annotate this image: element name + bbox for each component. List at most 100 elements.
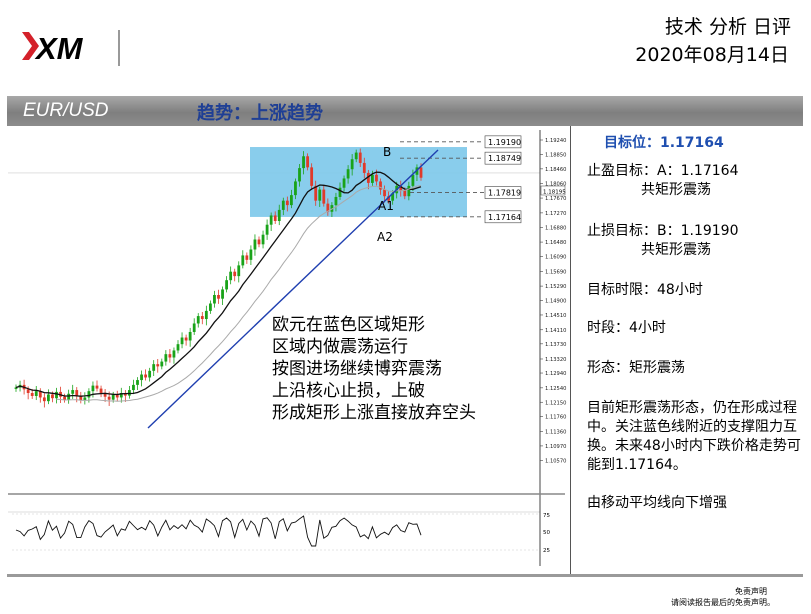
candle (403, 190, 407, 197)
candle (75, 390, 79, 396)
annotation-a2: A2 (377, 230, 393, 244)
y-tick-label: 1.12150 (545, 400, 566, 406)
candle (184, 337, 188, 341)
candle (123, 393, 127, 396)
current-price-label: 1.18195 (543, 190, 566, 196)
level-label-box (484, 135, 522, 149)
candle (34, 391, 38, 396)
candle (107, 396, 111, 400)
candle (144, 374, 147, 378)
rsi-tick-75: 75 (543, 513, 550, 519)
candle (366, 172, 370, 183)
y-tick-label: 1.11760 (545, 415, 566, 421)
candle (346, 169, 350, 179)
candle (26, 389, 30, 394)
candle (95, 385, 99, 389)
rsi-tick-25: 25 (543, 548, 550, 554)
pattern: 形态：矩形震荡 (587, 360, 685, 376)
moving-average-line (15, 171, 422, 397)
target-level-text: 目标位：1.17164 (604, 135, 724, 151)
candle (217, 294, 220, 299)
instrument-pair: EUR/USD (23, 100, 109, 121)
ma-note: 由移动平均线向下增强 (587, 495, 727, 511)
stop-loss: 止损目标：B：1.19190 共矩形震荡 (587, 222, 807, 260)
candle (411, 174, 415, 186)
annotation-b: B (383, 145, 391, 159)
y-tick-label: 1.13730 (545, 342, 566, 348)
disclaimer-title: 免责声明 (735, 587, 767, 596)
take-profit-line: 止盈目标：A：1.17164 (587, 163, 739, 179)
candle (257, 239, 261, 245)
candle (192, 323, 196, 332)
candle (306, 156, 309, 168)
candle (294, 181, 297, 196)
candle (87, 391, 91, 398)
candle (237, 265, 241, 277)
candle (136, 380, 139, 385)
moving-average-line-slow (56, 185, 422, 402)
candle (204, 310, 208, 320)
chart-commentary: 欧元在蓝色区域矩形 区域内做震荡运行 按图进场继续博弈震荡 上沿核心止损，上破 … (272, 314, 476, 424)
candle (362, 162, 366, 173)
level-label: 1.17164 (488, 213, 521, 222)
candle (209, 303, 212, 311)
level-label-box (484, 186, 522, 199)
level-label-box (484, 151, 522, 165)
footer-rule (7, 574, 803, 577)
chart-note-line: 区域内做震荡运行 (272, 337, 408, 357)
candle (379, 181, 382, 190)
candle (322, 189, 326, 204)
y-tick-label: 1.12540 (545, 386, 566, 392)
y-tick-label: 1.13320 (545, 357, 566, 363)
annotation-a1: A1 (378, 199, 394, 213)
candle (71, 390, 75, 394)
candle (326, 203, 330, 212)
y-tick-label: 1.18850 (545, 152, 566, 158)
chart-note-line: 按图进场继续博弈震荡 (272, 359, 442, 379)
candle (188, 331, 192, 341)
y-tick-label: 1.17270 (545, 211, 566, 217)
candle (285, 200, 289, 206)
candle (241, 255, 245, 266)
candle (407, 185, 411, 197)
candle (148, 370, 152, 378)
candle (221, 289, 224, 299)
level-label: 1.17819 (488, 189, 521, 198)
candle (83, 397, 87, 401)
candle (115, 394, 119, 398)
y-tick-label: 1.15690 (545, 269, 566, 275)
rsi-tick-50: 50 (543, 530, 550, 536)
candle (330, 205, 334, 212)
candle (265, 224, 269, 235)
candle (277, 209, 281, 222)
level-label: 1.18749 (488, 154, 521, 163)
take-profit-pattern: 共矩形震荡 (641, 182, 711, 198)
candle (196, 316, 200, 324)
chart-note-line: 欧元在蓝色区域矩形 (272, 315, 425, 335)
candle (391, 193, 395, 201)
report-title: 技术 分析 日评 (664, 16, 791, 38)
y-tick-label: 1.19240 (545, 138, 566, 144)
candle (375, 174, 378, 182)
brand-text: XM (34, 31, 84, 66)
candle (164, 354, 168, 362)
candle (249, 249, 253, 260)
candle (213, 294, 216, 304)
candle (140, 374, 143, 381)
candle (172, 350, 176, 358)
panel-divider (570, 126, 571, 574)
rsi-line (15, 515, 422, 547)
candle (91, 385, 95, 392)
candle (354, 152, 358, 160)
candle (342, 178, 346, 188)
candle (334, 196, 338, 206)
candle (269, 215, 273, 225)
take-profit: 止盈目标：A：1.17164 共矩形震荡 (587, 162, 807, 200)
candle (160, 361, 164, 367)
rectangle-range-box (250, 147, 467, 217)
y-tick-label: 1.14900 (545, 299, 566, 305)
level-label-box (484, 210, 522, 224)
y-tick-label: 1.12940 (545, 371, 566, 377)
candle (132, 384, 135, 391)
price-chart: B A1 A2 1.19190 1.18749 1.17819 1.17164 1.1… (8, 130, 566, 566)
